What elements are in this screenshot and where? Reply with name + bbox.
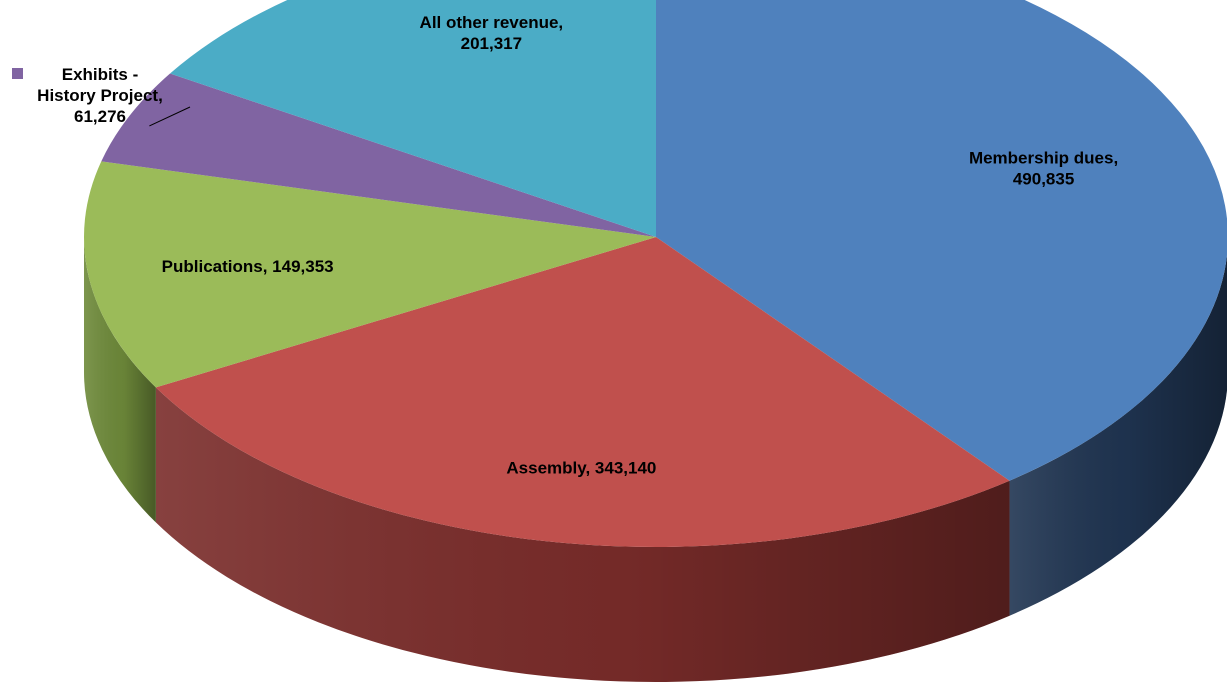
pie-labels: Membership dues, 490,835 Assembly, 343,140…: [12, 13, 1118, 478]
data-label-membership-dues: Membership dues, 490,835: [969, 149, 1118, 189]
pie-side-shade: [155, 387, 1010, 682]
data-label-line: All other revenue,: [420, 13, 564, 32]
pie-sides: [84, 237, 1227, 682]
data-label-line: Assembly, 343,140: [506, 459, 656, 478]
data-label-line: 61,276: [74, 107, 126, 126]
data-label-exhibits-history-project: Exhibits - History Project, 61,276: [37, 65, 163, 126]
legend-marker-exhibits-history-project: [12, 68, 23, 79]
pie-tops: [84, 0, 1227, 547]
data-label-assembly: Assembly, 343,140: [506, 459, 656, 478]
pie-slice-publications: [84, 161, 657, 388]
pie-side-shade: [1009, 254, 1227, 616]
data-label-line: History Project,: [37, 86, 163, 105]
pie-slice-membership-dues: [656, 0, 1227, 481]
data-label-line: 490,835: [1013, 170, 1074, 189]
data-label-line: Exhibits -: [62, 65, 139, 84]
data-label-line: 201,317: [461, 34, 522, 53]
leader-line: [149, 106, 191, 127]
pie-side-shade: [84, 237, 156, 523]
data-label-all-other-revenue: All other revenue, 201,317: [420, 13, 564, 53]
pie-slice-all-other-revenue: [170, 0, 656, 237]
data-label-line: Membership dues,: [969, 149, 1118, 168]
data-label-publications: Publications, 149,353: [162, 257, 334, 276]
data-label-line: Publications, 149,353: [162, 257, 334, 276]
pie-slice-assembly: [155, 237, 1010, 547]
pie-slice-exhibits-history-project: [101, 73, 656, 237]
